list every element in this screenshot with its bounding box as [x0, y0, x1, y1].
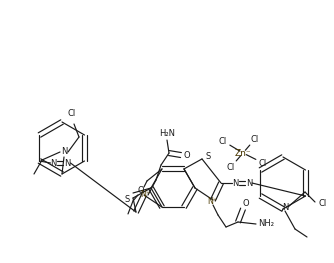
Text: O: O [184, 150, 190, 160]
Text: S: S [205, 153, 211, 161]
Text: Cl: Cl [251, 134, 259, 144]
Text: N: N [282, 203, 288, 211]
Text: Cl: Cl [227, 163, 235, 171]
Text: N: N [50, 159, 57, 168]
Text: O: O [243, 199, 249, 208]
Text: O: O [138, 186, 144, 195]
Text: NH₂: NH₂ [258, 220, 274, 229]
Text: N: N [246, 179, 252, 188]
Text: Cl: Cl [68, 109, 76, 119]
Text: N: N [232, 179, 238, 188]
Text: N: N [64, 159, 71, 168]
Text: Cl: Cl [259, 159, 267, 168]
Text: N⁺: N⁺ [207, 196, 217, 205]
Text: H₂N: H₂N [159, 129, 175, 138]
Text: N⁺: N⁺ [140, 190, 150, 199]
Text: S: S [124, 195, 130, 204]
Text: N: N [61, 148, 67, 156]
Text: Cl: Cl [219, 136, 227, 145]
Text: Zn⁻: Zn⁻ [235, 149, 251, 158]
Text: Cl: Cl [319, 200, 327, 209]
